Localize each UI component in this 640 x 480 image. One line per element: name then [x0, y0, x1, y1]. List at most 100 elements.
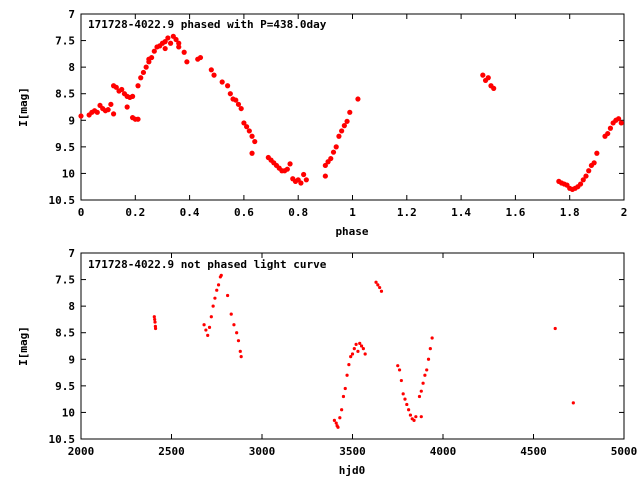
unphased-data-point	[399, 378, 403, 383]
phased-x-ticks: 0 0.2 0.4 0.6 0.8 1 1.2 1.4 1.6 1.8 2	[78, 14, 628, 219]
unphased-y-axis-label: I[mag]	[17, 326, 30, 366]
unphased-data-point	[235, 331, 239, 335]
unphased-y-tick-label: 10.5	[49, 433, 76, 446]
unphased-data-point	[421, 381, 425, 385]
unphased-y-tick-label: 8	[68, 300, 75, 313]
phased-data-point	[333, 144, 339, 150]
phased-data-point	[105, 107, 111, 113]
unphased-data-point	[361, 347, 365, 351]
unphased-y-tick-label: 9.5	[55, 380, 75, 393]
unphased-data-point	[334, 421, 338, 425]
unphased-data-point	[553, 326, 557, 331]
unphased-data-points	[152, 273, 575, 429]
unphased-data-point	[350, 352, 355, 356]
unphased-x-tick-label: 2000	[68, 445, 95, 458]
unphased-data-point	[425, 368, 429, 372]
phased-x-tick-label: 1	[349, 206, 356, 219]
phased-data-point	[336, 133, 342, 139]
phased-data-point	[485, 75, 491, 81]
unphased-plot-frame	[80, 252, 625, 440]
phased-data-point	[211, 72, 217, 78]
phased-data-point	[577, 181, 584, 187]
phased-data-point	[480, 72, 486, 78]
phased-y-ticks: 7 7.5 8 8.5 9 9.5 10 10.5	[49, 8, 624, 207]
unphased-data-point	[423, 373, 427, 377]
unphased-data-point	[232, 323, 236, 327]
unphased-data-point	[153, 326, 158, 331]
phased-data-point	[249, 150, 255, 156]
phased-data-point	[197, 54, 204, 61]
phased-x-tick-label: 1.6	[505, 206, 525, 219]
unphased-data-point	[209, 315, 213, 319]
phased-data-point	[219, 79, 225, 85]
phased-data-point	[301, 171, 307, 178]
unphased-y-tick-label: 9	[68, 353, 75, 366]
phased-data-point	[143, 64, 149, 70]
unphased-data-point	[407, 408, 411, 412]
phased-data-point	[322, 173, 328, 179]
unphased-x-axis-label: hjd0	[339, 464, 366, 477]
unphased-data-point	[430, 336, 434, 340]
unphased-data-point	[374, 280, 378, 284]
phased-data-point	[298, 180, 304, 186]
phased-data-point	[618, 120, 624, 126]
unphased-data-point	[343, 386, 347, 391]
unphased-data-point	[153, 320, 157, 324]
phased-data-point	[140, 69, 147, 76]
phased-y-tick-label: 10.5	[49, 194, 76, 207]
unphased-data-point	[417, 394, 422, 399]
phased-data-point	[94, 109, 100, 115]
phased-data-point	[583, 173, 589, 179]
phased-data-point	[244, 124, 250, 130]
phased-data-point	[135, 116, 141, 122]
unphased-panel: 171728-4022.9 not phased light curve hjd…	[17, 247, 637, 477]
unphased-data-point	[332, 418, 336, 422]
unphased-data-point	[338, 416, 342, 420]
unphased-data-point	[204, 328, 208, 332]
unphased-data-point	[206, 333, 210, 337]
unphased-data-point	[363, 352, 367, 356]
phased-data-point	[162, 45, 168, 52]
unphased-data-point	[379, 289, 384, 293]
phased-data-point	[249, 133, 255, 139]
phased-data-point	[491, 85, 497, 91]
unphased-data-point	[216, 283, 221, 287]
phased-data-point	[303, 177, 309, 183]
phased-x-axis-label: phase	[335, 225, 368, 238]
unphased-data-point	[426, 357, 431, 361]
unphased-data-point	[419, 415, 423, 419]
phased-data-point	[113, 84, 119, 90]
phased-data-point	[181, 49, 187, 55]
unphased-data-point	[358, 341, 362, 345]
phased-y-tick-label: 7.5	[55, 35, 75, 48]
unphased-data-point	[428, 347, 432, 351]
phased-data-point	[148, 54, 155, 61]
unphased-x-tick-label: 4000	[430, 445, 457, 458]
phased-x-tick-label: 1.4	[451, 206, 471, 219]
unphased-data-point	[340, 408, 344, 412]
phased-data-point	[287, 161, 293, 167]
unphased-y-tick-label: 10	[62, 406, 75, 419]
phased-x-tick-label: 2	[621, 206, 628, 219]
unphased-data-point	[403, 397, 407, 401]
phased-data-point	[124, 104, 130, 110]
unphased-data-point	[229, 312, 233, 316]
unphased-data-point	[341, 394, 346, 399]
unphased-data-point	[396, 364, 400, 368]
unphased-x-ticks: 2000 2500 3000 3500 4000 4500 5000	[68, 253, 637, 458]
phased-chart-title: 171728-4022.9 phased with P=438.0day	[88, 18, 327, 31]
phased-data-point	[162, 39, 168, 45]
unphased-data-point	[236, 339, 241, 343]
unphased-data-point	[349, 355, 353, 359]
unphased-data-point	[202, 323, 206, 327]
phased-data-point	[176, 40, 182, 46]
unphased-data-point	[401, 392, 405, 396]
unphased-data-point	[152, 315, 156, 319]
phased-data-point	[344, 118, 350, 124]
phased-data-points	[78, 33, 624, 192]
phased-data-point	[78, 113, 84, 119]
phased-data-point	[322, 162, 328, 169]
phased-data-point	[246, 128, 252, 134]
unphased-data-point	[336, 425, 340, 429]
